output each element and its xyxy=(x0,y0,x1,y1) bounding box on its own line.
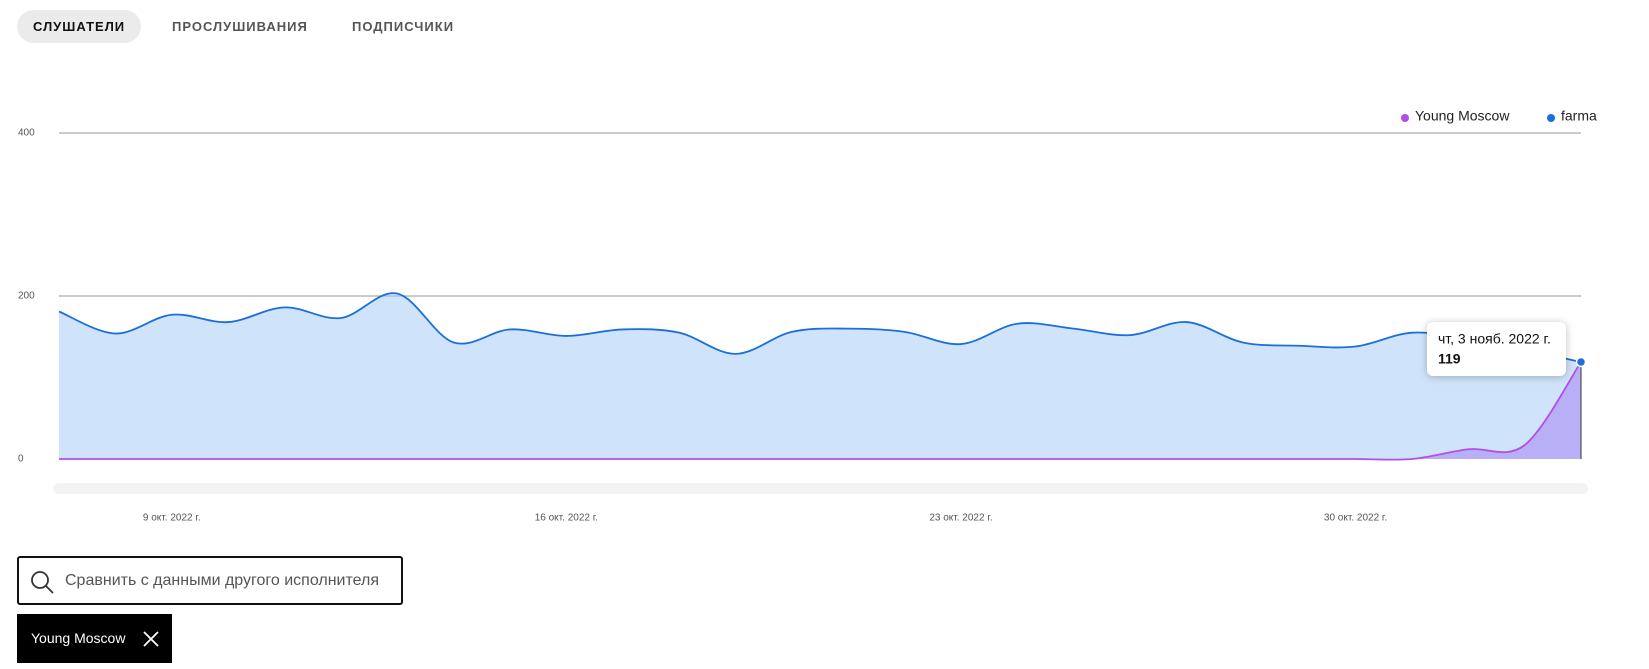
compare-chip: Young Moscow xyxy=(17,614,172,663)
y-tick-label: 400 xyxy=(18,128,35,139)
tooltip-box xyxy=(1427,322,1566,377)
legend-label: farma xyxy=(1561,108,1597,124)
legend-marker xyxy=(1401,114,1409,122)
chip-label: Young Moscow xyxy=(31,630,126,646)
line xyxy=(59,361,1582,461)
tooltip-value: 119 xyxy=(1438,351,1461,367)
tooltip: чт, 3 нояб. 2022 г. 119 xyxy=(1427,322,1566,377)
chart: 0 200 400 9 окт. 2022 г. 16 окт. 2022 г. 23 о… xyxy=(18,108,1597,524)
line xyxy=(58,292,1582,363)
scrollbar[interactable] xyxy=(53,483,1588,494)
tab[interactable]: ПОДПИСЧИКИ xyxy=(352,19,455,34)
x-tick-label: 9 окт. 2022 г. xyxy=(143,513,201,524)
legend-label: Young Moscow xyxy=(1415,108,1510,124)
search-box[interactable]: Сравнить с данными другого исполнителя xyxy=(17,556,403,605)
legend-marker xyxy=(1547,114,1555,122)
x-tick-label: 16 окт. 2022 г. xyxy=(535,513,598,524)
tab[interactable]: ПРОСЛУШИВАНИЯ xyxy=(172,19,308,34)
area xyxy=(59,293,1581,459)
y-tick-label: 0 xyxy=(18,454,24,465)
x-tick-label: 30 окт. 2022 г. xyxy=(1324,513,1387,524)
y-tick-label: 200 xyxy=(18,291,35,302)
search-placeholder: Сравнить с данными другого исполнителя xyxy=(65,572,380,589)
search-icon xyxy=(31,571,54,594)
x-tick-label: 23 окт. 2022 г. xyxy=(929,513,992,524)
hover-point xyxy=(1575,356,1587,368)
tooltip-date: чт, 3 нояб. 2022 г. xyxy=(1438,331,1551,347)
tab[interactable]: СЛУШАТЕЛИ xyxy=(17,10,142,43)
remove-button[interactable] xyxy=(143,631,159,647)
